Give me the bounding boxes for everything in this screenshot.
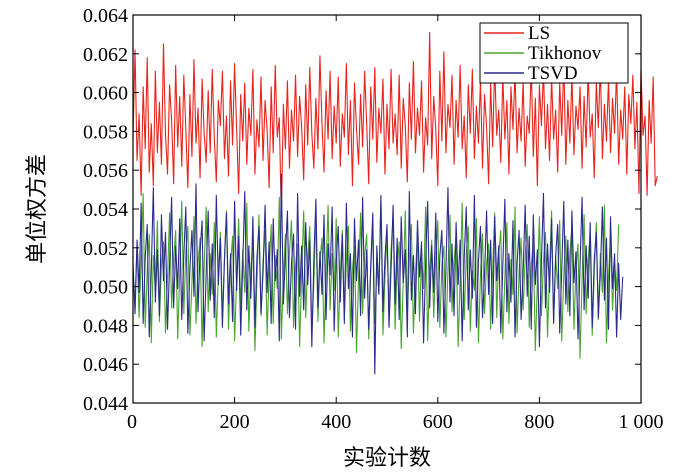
y-tick-label: 0.052	[83, 238, 128, 260]
y-tick-label: 0.060	[83, 83, 128, 105]
y-tick-label: 0.064	[83, 5, 128, 27]
y-axis-title: 单位权方差	[25, 154, 50, 264]
x-tick-label: 200	[220, 411, 250, 433]
y-ticks: 0.044 0.046 0.048 0.050 0.052 0.054 0.056 0.058…	[83, 5, 641, 415]
legend-label-tsvd: TSVD	[528, 63, 578, 84]
x-tick-label: 400	[321, 411, 351, 433]
legend-label-ls: LS	[528, 23, 550, 44]
y-tick-label: 0.046	[83, 354, 128, 376]
y-tick-label: 0.044	[83, 393, 128, 415]
y-tick-label: 0.054	[83, 199, 128, 221]
y-tick-label: 0.062	[83, 44, 128, 66]
x-tick-label: 0	[127, 411, 137, 433]
legend-label-tikhonov: Tikhonov	[528, 43, 602, 64]
y-tick-label: 0.058	[83, 121, 128, 143]
x-tick-label: 800	[524, 411, 554, 433]
series-lines	[132, 31, 658, 375]
y-tick-label: 0.048	[83, 315, 128, 337]
x-axis-title: 实验计数	[343, 446, 431, 471]
series-line-tsvd	[132, 173, 624, 375]
y-tick-label: 0.056	[83, 160, 128, 182]
x-tick-label: 600	[423, 411, 453, 433]
y-tick-label: 0.050	[83, 277, 128, 299]
x-ticks: 0 200 400 600 800 1 000	[127, 15, 664, 433]
x-tick-label: 1 000	[619, 411, 664, 433]
series-line-ls	[132, 31, 658, 218]
